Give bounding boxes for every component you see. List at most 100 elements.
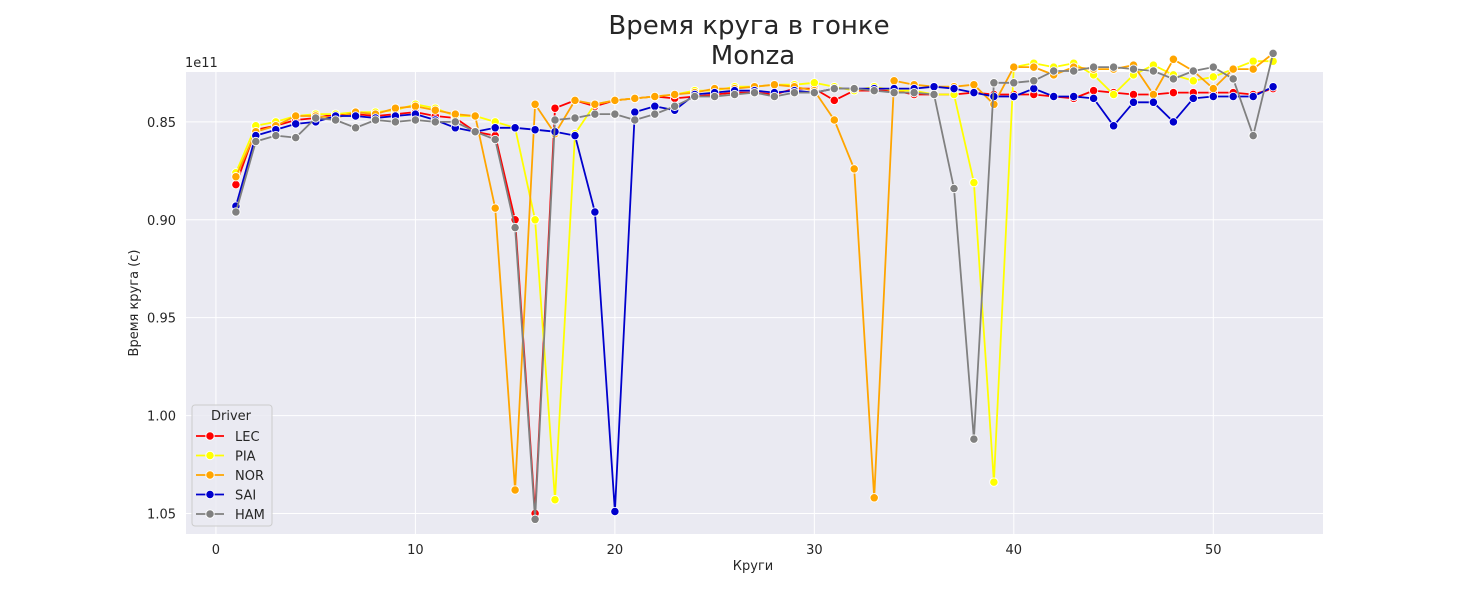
data-point-sai — [650, 101, 660, 111]
data-point-ham — [929, 89, 939, 100]
data-point-ham — [251, 136, 261, 147]
chart-subtitle: Monza — [711, 41, 795, 71]
data-point-sai — [1069, 91, 1079, 102]
data-point-ham — [1208, 62, 1218, 72]
data-point-lec — [1128, 89, 1139, 100]
data-point-nor — [1248, 64, 1258, 74]
series-ham — [231, 48, 1278, 524]
data-point-sai — [1148, 97, 1159, 107]
data-point-ham — [829, 83, 839, 94]
data-point-ham — [370, 115, 381, 125]
data-point-nor — [1148, 89, 1159, 100]
data-point-nor — [630, 93, 640, 104]
data-point-sai — [610, 506, 620, 517]
data-point-ham — [650, 109, 660, 119]
data-point-pia — [1188, 76, 1198, 86]
data-point-nor — [670, 89, 680, 100]
data-point-nor — [829, 115, 839, 125]
data-point-nor — [889, 76, 899, 86]
data-point-ham — [1248, 130, 1258, 141]
legend-marker-ham — [205, 509, 215, 519]
data-point-ham — [510, 222, 520, 233]
x-tick-label: 0 — [212, 543, 220, 558]
data-point-sai — [1208, 91, 1218, 102]
data-point-pia — [1248, 56, 1258, 66]
x-tick-label: 20 — [607, 543, 624, 558]
data-point-sai — [1128, 97, 1139, 107]
data-point-nor — [590, 99, 600, 109]
data-point-ham — [570, 113, 580, 123]
data-point-ham — [1188, 66, 1198, 76]
x-tick-label: 40 — [1006, 543, 1023, 558]
data-point-ham — [291, 132, 301, 143]
data-point-sai — [490, 123, 500, 133]
data-point-ham — [690, 91, 700, 102]
data-point-pia — [530, 215, 540, 225]
data-point-ham — [470, 127, 480, 137]
data-point-ham — [769, 91, 780, 102]
data-point-ham — [550, 115, 560, 125]
chart-title: Время круга в гонке — [608, 11, 889, 41]
data-point-pia — [969, 177, 979, 188]
data-point-lec — [231, 179, 241, 190]
data-point-sai — [1268, 82, 1278, 92]
data-point-sai — [570, 130, 580, 141]
legend-items: LEC PIA NOR SAI HAM — [196, 430, 265, 523]
data-point-nor — [1009, 62, 1019, 72]
data-point-ham — [590, 109, 600, 119]
data-point-ham — [1228, 74, 1238, 84]
data-point-ham — [450, 117, 460, 127]
data-point-nor — [390, 103, 401, 113]
data-point-pia — [1108, 89, 1119, 100]
data-point-ham — [1148, 66, 1159, 76]
data-point-sai — [1248, 91, 1258, 102]
data-point-ham — [271, 130, 281, 141]
data-point-nor — [869, 493, 879, 503]
y-tick-label: 0.90 — [147, 214, 176, 229]
data-point-ham — [749, 87, 760, 98]
data-point-nor — [849, 164, 859, 174]
data-point-ham — [530, 514, 540, 524]
y-offset-text: 1e11 — [185, 56, 218, 71]
data-point-ham — [889, 87, 899, 98]
y-tick-label: 1.05 — [147, 507, 176, 522]
y-tick-label: 0.85 — [147, 116, 176, 131]
data-point-sai — [630, 107, 640, 117]
legend-label-pia: PIA — [235, 450, 256, 465]
data-point-sai — [929, 82, 939, 92]
x-axis-label: Круги — [733, 559, 773, 574]
data-point-ham — [729, 89, 740, 100]
y-tick-label: 0.95 — [147, 312, 176, 327]
data-point-nor — [530, 99, 540, 109]
data-point-nor — [769, 80, 780, 90]
x-tick-label: 50 — [1205, 543, 1222, 558]
data-point-ham — [630, 115, 640, 125]
data-point-ham — [330, 115, 341, 125]
data-point-pia — [809, 78, 819, 88]
legend-marker-pia — [205, 450, 215, 461]
data-point-ham — [1009, 78, 1019, 88]
data-point-nor — [570, 95, 580, 106]
data-point-ham — [809, 87, 819, 98]
data-point-sai — [949, 83, 959, 94]
data-point-sai — [530, 125, 540, 135]
data-point-sai — [1188, 93, 1198, 104]
data-point-sai — [291, 119, 301, 129]
data-point-nor — [291, 111, 301, 121]
data-point-pia — [550, 495, 560, 505]
data-point-ham — [909, 87, 919, 98]
data-point-ham — [490, 134, 500, 145]
data-point-ham — [949, 183, 959, 194]
y-tick-label: 1.00 — [147, 410, 176, 425]
data-point-sai — [350, 111, 361, 121]
data-point-nor — [1228, 64, 1238, 74]
legend-marker-nor — [205, 470, 215, 480]
data-point-nor — [1168, 54, 1179, 64]
legend-marker-sai — [205, 489, 215, 500]
data-point-ham — [670, 101, 680, 111]
data-point-lec — [1088, 85, 1099, 96]
data-point-ham — [1088, 62, 1099, 72]
data-point-sai — [1009, 91, 1019, 102]
legend-label-ham: HAM — [235, 508, 265, 523]
